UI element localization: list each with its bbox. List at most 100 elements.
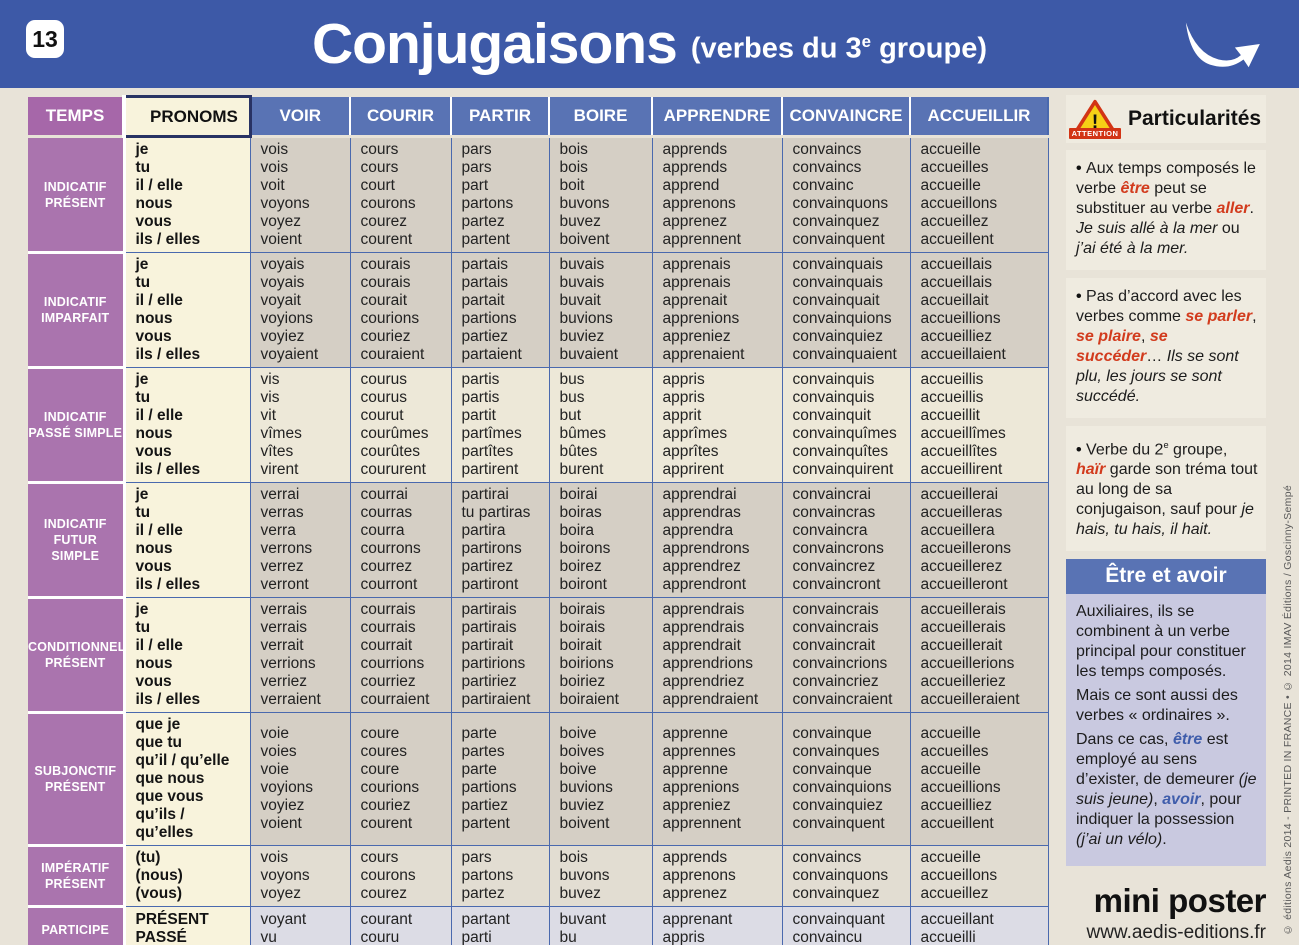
verb-forms-partir: partais partais partait partions partiez part… — [450, 252, 550, 368]
particularites-title: Particularités — [1128, 107, 1262, 130]
verb-forms-apprendre: apprenne apprennes apprenne apprenions appre… — [651, 712, 783, 846]
table-row: SUBJONCTIF PRÉSENT que je que tu qu’il / qu’… — [28, 711, 1049, 847]
verb-forms-convaincre: convainquis convainquis convainquit convain… — [781, 367, 911, 483]
etre-avoir-title: Être et avoir — [1066, 559, 1266, 595]
verb-forms-voir: verrai verras verra verrons verrez verront — [249, 482, 351, 598]
pronoun-cell: je tu il / elle nous vous ils / elles — [123, 136, 251, 253]
verb-forms-accueillir: accueillerais accueillerais accueillerait a… — [909, 597, 1049, 713]
verb-forms-courir: courais courais courait courions couriez cour… — [349, 252, 452, 368]
mini-poster-label: mini poster — [1093, 882, 1267, 920]
verb-forms-apprendre: apprenais apprenais apprenait apprenions app… — [651, 252, 783, 368]
header: 13 Conjugaisons (verbes du 3e groupe) — [0, 0, 1299, 88]
tense-label: IMPÉRATIF PRÉSENT — [28, 844, 126, 908]
verb-forms-apprendre: apprenant appris — [651, 906, 783, 945]
verb-forms-apprendre: apprends apprends apprend apprenons apprenez… — [651, 136, 783, 253]
attention-label: ATTENTION — [1068, 128, 1122, 139]
verb-forms-partir: parte partes parte partions partiez partent — [450, 712, 550, 846]
pronoun-cell: PRÉSENT PASSÉ — [123, 906, 251, 945]
col-header-verb: ACCUEILLIR — [909, 96, 1049, 138]
etre-avoir-body: Auxiliaires, ils se combinent à un verbe… — [1066, 594, 1266, 867]
col-header-verb: APPRENDRE — [651, 96, 782, 138]
verb-forms-voir: voyant vu — [249, 906, 351, 945]
verb-forms-convaincre: convaincrai convaincras convaincra convainc… — [781, 482, 911, 598]
verb-forms-partir: partis partis partit partîmes partîtes partir… — [450, 367, 550, 483]
verb-forms-voir: vois voyons voyez — [249, 845, 351, 907]
col-header-verb: COURIR — [349, 96, 451, 138]
verb-forms-apprendre: apprends apprenons apprenez — [651, 845, 783, 907]
table-row: INDICATIF PASSÉ SIMPLE je tu il / elle nous vo… — [28, 366, 1049, 484]
verb-forms-courir: courrais courrais courrait courrions courrie… — [349, 597, 452, 713]
verb-forms-partir: partirais partirais partirait partirions par… — [450, 597, 550, 713]
tense-label: SUBJONCTIF PRÉSENT — [28, 711, 126, 847]
table-row: IMPÉRATIF PRÉSENT (tu) (nous) (vous) vois voyo… — [28, 844, 1049, 908]
page-number-badge: 13 — [26, 20, 64, 58]
particularite-note: • Verbe du 2e groupe, haïr garde son tré… — [1066, 426, 1266, 552]
table-row: INDICATIF PRÉSENT je tu il / elle nous vous ils… — [28, 135, 1049, 254]
verb-forms-convaincre: convainquant convaincu — [781, 906, 911, 945]
particularite-note: • Aux temps composés le verbe être peut … — [1066, 150, 1266, 270]
verb-forms-boire: boive boives boive buvions buviez boivent — [548, 712, 653, 846]
pronoun-cell: que je que tu qu’il / qu’elle que nous que v… — [123, 712, 251, 846]
verb-forms-convaincre: convainque convainques convainque convainqu… — [781, 712, 911, 846]
verb-forms-accueillir: accueillerai accueilleras accueillera accue… — [909, 482, 1049, 598]
website-url: www.aedis-editions.fr — [1086, 922, 1266, 944]
verb-forms-accueillir: accueillant accueilli — [909, 906, 1049, 945]
svg-text:!: ! — [1092, 111, 1099, 133]
verb-forms-boire: buvais buvais buvait buvions buviez buvaient — [548, 252, 653, 368]
verb-forms-partir: partant parti — [450, 906, 550, 945]
verb-forms-voir: vis vis vit vîmes vîtes virent — [249, 367, 351, 483]
pronoun-cell: je tu il / elle nous vous ils / elles — [123, 367, 251, 483]
particularites-header: ! ATTENTION Particularités — [1066, 95, 1266, 143]
etre-avoir-paragraph: Auxiliaires, ils se combinent à un verbe… — [1076, 603, 1246, 681]
pronoun-cell: je tu il / elle nous vous ils / elles — [123, 597, 251, 713]
col-header-pronoms: PRONOMS — [122, 95, 252, 138]
verb-forms-boire: bois bois boit buvons buvez boivent — [548, 136, 653, 253]
verb-forms-accueillir: accueillais accueillais accueillait accueil… — [909, 252, 1049, 368]
curved-arrow-icon — [1185, 22, 1260, 68]
table-row: CONDITIONNEL PRÉSENT je tu il / elle nous vous… — [28, 596, 1049, 714]
pronoun-cell: je tu il / elle nous vous ils / elles — [123, 252, 251, 368]
col-header-verb: PARTIR — [450, 96, 549, 138]
verb-forms-convaincre: convaincrais convaincrais convaincrait conv… — [781, 597, 911, 713]
verb-forms-apprendre: appris appris apprit apprîmes apprîtes apprir… — [651, 367, 783, 483]
verb-forms-accueillir: accueille accueilles accueille accueillions… — [909, 712, 1049, 846]
tense-label: INDICATIF PASSÉ SIMPLE — [28, 366, 126, 484]
verb-forms-partir: partirai tu partiras partira partirons parti… — [450, 482, 550, 598]
verb-forms-boire: boirai boiras boira boirons boirez boiront — [548, 482, 653, 598]
sidebar: ! ATTENTION Particularités • Aux temps c… — [1066, 95, 1267, 945]
verb-forms-courir: coure coures coure courions couriez courent — [349, 712, 452, 846]
verb-forms-accueillir: accueillis accueillis accueillit accueillîm… — [909, 367, 1049, 483]
verb-forms-courir: cours cours court courons courez courent — [349, 136, 452, 253]
warning-icon: ! ATTENTION — [1068, 99, 1122, 139]
verb-forms-courir: courrai courras courra courrons courrez courr… — [349, 482, 452, 598]
table-zone: TEMPS PRONOMS VOIR COURIR PARTIR BOIRE APPREND… — [28, 95, 1049, 945]
verb-forms-voir: voie voies voie voyions voyiez voient — [249, 712, 351, 846]
verb-forms-accueillir: accueille accueillons accueillez — [909, 845, 1049, 907]
tense-label: INDICATIF IMPARFAIT — [28, 251, 126, 369]
particularite-note: • Pas d’accord avec les verbes comme se … — [1066, 278, 1266, 418]
verb-forms-boire: bois buvons buvez — [548, 845, 653, 907]
tense-label: INDICATIF FUTUR SIMPLE — [28, 481, 126, 599]
notes-list: • Aux temps composés le verbe être peut … — [1066, 150, 1266, 552]
etre-avoir-box: Être et avoir Auxiliaires, ils se combin… — [1066, 559, 1266, 867]
verb-forms-convaincre: convainquais convainquais convainquait conv… — [781, 252, 911, 368]
copyright-text: © éditions Aedis 2014 - PRINTED IN FRANC… — [1282, 484, 1294, 935]
etre-avoir-paragraph: Mais ce sont aussi des verbes « ordinair… — [1076, 687, 1238, 725]
page-title: Conjugaisons (verbes du 3e groupe) — [312, 0, 987, 88]
title-subtitle: (verbes du 3e groupe) — [690, 32, 988, 65]
verb-forms-convaincre: convaincs convaincs convainc convainquons co… — [781, 136, 911, 253]
col-header-temps: TEMPS — [28, 96, 126, 138]
table-row: PARTICIPE PRÉSENT PASSÉ voyant vu courant cour… — [28, 905, 1049, 945]
verb-forms-voir: voyais voyais voyait voyions voyiez voyaient — [249, 252, 351, 368]
verb-forms-courir: courus courus courut courûmes courûtes courur… — [349, 367, 452, 483]
verb-forms-partir: pars partons partez — [450, 845, 550, 907]
col-header-verb: CONVAINCRE — [781, 96, 910, 138]
table-header: TEMPS PRONOMS VOIR COURIR PARTIR BOIRE APPREND… — [28, 95, 1049, 138]
col-header-verb: BOIRE — [548, 96, 652, 138]
verb-forms-boire: boirais boirais boirait boirions boiriez boir… — [548, 597, 653, 713]
title-main: Conjugaisons — [311, 12, 678, 76]
tense-label: PARTICIPE — [28, 905, 126, 945]
verb-forms-apprendre: apprendrais apprendrais apprendrait apprend… — [651, 597, 783, 713]
table-row: INDICATIF FUTUR SIMPLE je tu il / elle nous vo… — [28, 481, 1049, 599]
verb-forms-courir: cours courons courez — [349, 845, 452, 907]
